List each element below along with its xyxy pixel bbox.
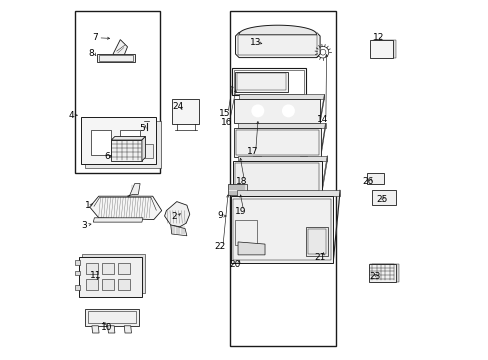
Bar: [99, 55, 133, 61]
Text: 19: 19: [235, 207, 246, 216]
Polygon shape: [113, 40, 127, 58]
Text: 5: 5: [139, 124, 145, 133]
Bar: [237, 73, 285, 90]
Polygon shape: [93, 218, 142, 222]
Polygon shape: [111, 140, 142, 161]
Text: 22: 22: [214, 242, 225, 251]
Bar: [75, 285, 80, 290]
Polygon shape: [85, 121, 160, 168]
Bar: [235, 72, 287, 92]
Polygon shape: [320, 94, 324, 123]
Bar: [230, 196, 333, 263]
Polygon shape: [82, 254, 145, 293]
Bar: [75, 11, 160, 173]
Text: 6: 6: [104, 152, 110, 161]
Bar: [88, 311, 136, 323]
Text: 23: 23: [368, 272, 380, 281]
Text: 10: 10: [101, 323, 113, 332]
Ellipse shape: [375, 175, 382, 182]
Polygon shape: [372, 40, 395, 58]
Polygon shape: [238, 156, 326, 161]
Polygon shape: [238, 123, 325, 128]
Text: 4: 4: [68, 111, 74, 120]
Bar: [97, 54, 134, 62]
Bar: [233, 199, 330, 260]
Polygon shape: [371, 264, 399, 282]
Polygon shape: [92, 326, 99, 333]
Polygon shape: [235, 32, 320, 58]
Polygon shape: [170, 225, 186, 236]
Text: 3: 3: [81, 220, 87, 230]
Bar: [300, 156, 307, 161]
Text: 16: 16: [220, 118, 232, 127]
Text: 2: 2: [171, 212, 177, 221]
Text: 7: 7: [92, 33, 98, 42]
Bar: [102, 263, 114, 274]
Bar: [253, 156, 260, 161]
Text: 12: 12: [372, 33, 383, 42]
Text: 15: 15: [219, 109, 230, 118]
Text: 18: 18: [235, 177, 247, 186]
Bar: [75, 271, 80, 275]
Bar: [235, 220, 256, 245]
Bar: [79, 257, 142, 297]
Bar: [371, 190, 395, 205]
Polygon shape: [127, 184, 140, 196]
Bar: [232, 161, 321, 193]
Bar: [235, 130, 318, 155]
Polygon shape: [111, 136, 145, 140]
Bar: [233, 128, 320, 157]
Text: 14: 14: [317, 115, 328, 124]
Polygon shape: [320, 123, 325, 157]
Bar: [118, 279, 130, 290]
Bar: [235, 163, 319, 191]
Text: 21: 21: [314, 253, 325, 262]
Text: 26: 26: [361, 177, 372, 186]
Text: 24: 24: [172, 102, 183, 112]
Bar: [86, 279, 98, 290]
Polygon shape: [238, 242, 264, 255]
Bar: [143, 144, 152, 158]
Bar: [120, 130, 140, 155]
Polygon shape: [142, 136, 145, 161]
Bar: [75, 260, 80, 265]
Polygon shape: [238, 94, 324, 99]
Text: 13: 13: [249, 38, 261, 47]
Polygon shape: [333, 190, 339, 263]
Text: 11: 11: [90, 271, 102, 280]
Bar: [102, 279, 114, 290]
Polygon shape: [237, 190, 339, 196]
Bar: [232, 68, 305, 95]
Bar: [234, 99, 320, 123]
Polygon shape: [81, 117, 156, 164]
Circle shape: [251, 104, 264, 117]
Text: 8: 8: [88, 49, 94, 58]
Bar: [368, 264, 395, 282]
Bar: [230, 11, 336, 346]
Polygon shape: [107, 326, 115, 333]
Polygon shape: [89, 196, 162, 220]
Text: 9: 9: [217, 211, 223, 220]
Text: 20: 20: [229, 260, 241, 269]
Bar: [91, 130, 111, 155]
Polygon shape: [227, 184, 246, 195]
Bar: [172, 99, 199, 124]
Text: 1: 1: [85, 201, 91, 210]
Bar: [234, 70, 304, 94]
Bar: [86, 263, 98, 274]
Ellipse shape: [374, 192, 392, 204]
Polygon shape: [164, 202, 189, 227]
Bar: [85, 309, 139, 326]
Bar: [366, 173, 384, 184]
Bar: [307, 229, 325, 254]
Polygon shape: [124, 326, 131, 333]
Bar: [118, 263, 130, 274]
Ellipse shape: [367, 175, 374, 182]
Bar: [369, 40, 392, 58]
Polygon shape: [321, 156, 326, 193]
Bar: [306, 227, 327, 256]
Text: 25: 25: [376, 195, 387, 204]
Circle shape: [282, 104, 294, 117]
Text: 17: 17: [246, 148, 258, 156]
